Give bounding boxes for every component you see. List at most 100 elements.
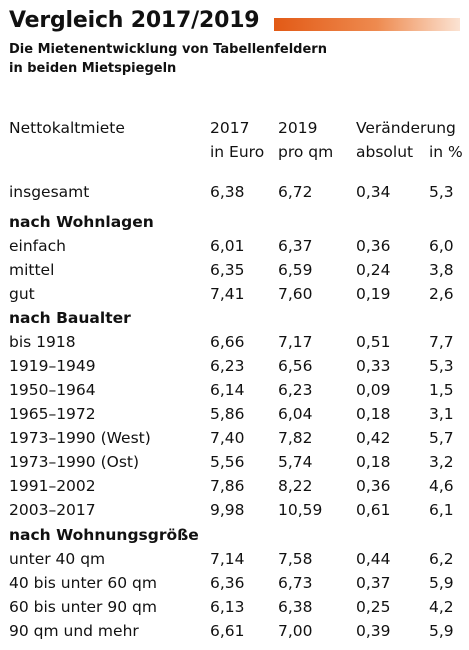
change-percent: 5,9 xyxy=(429,622,454,640)
value-2019: 5,74 xyxy=(278,453,313,471)
subtitle: Die Mietenentwicklung von Tabellenfelder… xyxy=(9,40,327,78)
table-row: 60 bis unter 90 qm 6,13 6,38 0,25 4,2 xyxy=(0,595,469,619)
value-2017: 5,56 xyxy=(210,453,245,471)
section-label: nach Baualter xyxy=(9,309,131,327)
value-2019: 6,04 xyxy=(278,405,313,423)
change-percent: 7,7 xyxy=(429,333,454,351)
row-label: 2003–2017 xyxy=(9,501,96,519)
row-label: 1973–1990 (West) xyxy=(9,429,151,447)
change-absolute: 0,24 xyxy=(356,261,391,279)
row-label: insgesamt xyxy=(9,183,90,201)
value-2017: 7,86 xyxy=(210,477,245,495)
value-2019: 6,59 xyxy=(278,261,313,279)
value-2017: 6,23 xyxy=(210,357,245,375)
value-2019: 6,23 xyxy=(278,381,313,399)
value-2017: 7,40 xyxy=(210,429,245,447)
value-2017: 5,86 xyxy=(210,405,245,423)
value-2019: 7,58 xyxy=(278,550,313,568)
subtitle-line-1: Die Mietenentwicklung von Tabellenfelder… xyxy=(9,42,327,57)
table-row: 1919–1949 6,23 6,56 0,33 5,3 xyxy=(0,354,469,378)
row-label: mittel xyxy=(9,261,55,279)
table-header-row-2: in Euro pro qm absolut in % xyxy=(0,140,469,164)
table-row: 1973–1990 (West) 7,40 7,82 0,42 5,7 xyxy=(0,426,469,450)
change-percent: 4,2 xyxy=(429,598,454,616)
row-label: unter 40 qm xyxy=(9,550,106,568)
value-2019: 7,60 xyxy=(278,285,313,303)
value-2019: 6,72 xyxy=(278,183,313,201)
value-2017: 6,61 xyxy=(210,622,245,640)
change-percent: 4,6 xyxy=(429,477,454,495)
change-absolute: 0,19 xyxy=(356,285,391,303)
change-percent: 5,9 xyxy=(429,574,454,592)
value-2019: 7,00 xyxy=(278,622,313,640)
change-absolute: 0,34 xyxy=(356,183,391,201)
table-header-row-1: Nettokaltmiete 2017 2019 Veränderung xyxy=(0,116,469,140)
value-2017: 7,41 xyxy=(210,285,245,303)
value-2019: 6,38 xyxy=(278,598,313,616)
change-percent: 3,1 xyxy=(429,405,454,423)
value-2017: 6,13 xyxy=(210,598,245,616)
header-label: Nettokaltmiete xyxy=(9,119,125,137)
row-label: 1991–2002 xyxy=(9,477,96,495)
value-2019: 7,17 xyxy=(278,333,313,351)
subtitle-line-2: in beiden Mietspiegeln xyxy=(9,61,177,76)
change-percent: 6,1 xyxy=(429,501,454,519)
table-row: bis 1918 6,66 7,17 0,51 7,7 xyxy=(0,330,469,354)
section-label: nach Wohnlagen xyxy=(9,213,154,231)
table-row: gut 7,41 7,60 0,19 2,6 xyxy=(0,282,469,306)
change-absolute: 0,36 xyxy=(356,237,391,255)
table-row: unter 40 qm 7,14 7,58 0,44 6,2 xyxy=(0,547,469,571)
table-row: insgesamt 6,38 6,72 0,34 5,3 xyxy=(0,180,469,204)
table-row: 2003–2017 9,98 10,59 0,61 6,1 xyxy=(0,498,469,522)
change-percent: 6,0 xyxy=(429,237,454,255)
row-label: 1950–1964 xyxy=(9,381,96,399)
change-absolute: 0,37 xyxy=(356,574,391,592)
change-absolute: 0,42 xyxy=(356,429,391,447)
value-2019: 6,56 xyxy=(278,357,313,375)
value-2017: 6,35 xyxy=(210,261,245,279)
change-absolute: 0,33 xyxy=(356,357,391,375)
row-label: 40 bis unter 60 qm xyxy=(9,574,157,592)
row-label: 1919–1949 xyxy=(9,357,96,375)
value-2017: 6,14 xyxy=(210,381,245,399)
change-absolute: 0,18 xyxy=(356,405,391,423)
header-2019: 2019 xyxy=(278,119,318,137)
value-2019: 7,82 xyxy=(278,429,313,447)
section-label: nach Wohnungsgröße xyxy=(9,526,199,544)
section-heading: nach Baualter xyxy=(0,306,469,330)
change-percent: 1,5 xyxy=(429,381,454,399)
change-percent: 5,3 xyxy=(429,183,454,201)
change-percent: 5,7 xyxy=(429,429,454,447)
header-2017: 2017 xyxy=(210,119,250,137)
change-percent: 2,6 xyxy=(429,285,454,303)
value-2017: 6,01 xyxy=(210,237,245,255)
change-absolute: 0,39 xyxy=(356,622,391,640)
row-label: 1965–1972 xyxy=(9,405,96,423)
table-row: 40 bis unter 60 qm 6,36 6,73 0,37 5,9 xyxy=(0,571,469,595)
value-2019: 6,37 xyxy=(278,237,313,255)
row-label: bis 1918 xyxy=(9,333,76,351)
row-label: 90 qm und mehr xyxy=(9,622,139,640)
change-absolute: 0,51 xyxy=(356,333,391,351)
table-row: 1965–1972 5,86 6,04 0,18 3,1 xyxy=(0,402,469,426)
change-absolute: 0,36 xyxy=(356,477,391,495)
page-title: Vergleich 2017/2019 xyxy=(9,8,260,33)
row-label: 60 bis unter 90 qm xyxy=(9,598,157,616)
change-percent: 6,2 xyxy=(429,550,454,568)
section-heading: nach Wohnlagen xyxy=(0,210,469,234)
table-row: 1973–1990 (Ost) 5,56 5,74 0,18 3,2 xyxy=(0,450,469,474)
value-2017: 7,14 xyxy=(210,550,245,568)
value-2019: 10,59 xyxy=(278,501,323,519)
value-2019: 8,22 xyxy=(278,477,313,495)
change-percent: 3,2 xyxy=(429,453,454,471)
header-absolute: absolut xyxy=(356,143,414,161)
header-percent: in % xyxy=(429,143,463,161)
table-row: mittel 6,35 6,59 0,24 3,8 xyxy=(0,258,469,282)
value-2017: 9,98 xyxy=(210,501,245,519)
header-unit-qm: pro qm xyxy=(278,143,334,161)
row-label: einfach xyxy=(9,237,66,255)
table-row: 90 qm und mehr 6,61 7,00 0,39 5,9 xyxy=(0,619,469,643)
change-absolute: 0,44 xyxy=(356,550,391,568)
table-row: 1991–2002 7,86 8,22 0,36 4,6 xyxy=(0,474,469,498)
change-absolute: 0,61 xyxy=(356,501,391,519)
